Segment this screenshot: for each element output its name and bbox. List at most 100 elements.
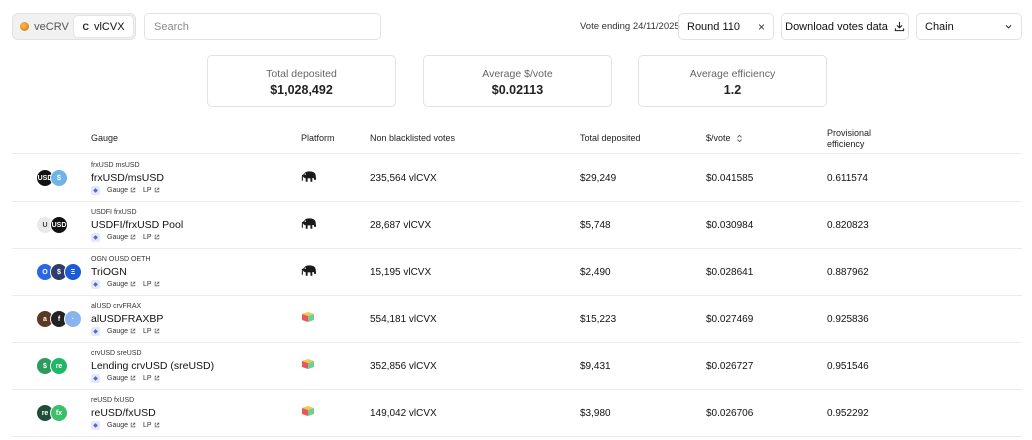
votium-platform-icon xyxy=(302,312,314,322)
round-selector[interactable]: Round 110 × xyxy=(678,13,774,40)
token-logo-icon: re xyxy=(50,357,68,375)
per-vote-cell: $0.028641 xyxy=(706,267,754,278)
platform-cell xyxy=(301,311,315,326)
lp-link-label: LP xyxy=(143,187,152,194)
convex-platform-icon xyxy=(301,171,317,182)
gauge-coins: alUSD crvFRAX xyxy=(91,303,142,310)
deposited-cell: $29,249 xyxy=(580,173,617,184)
lp-link[interactable]: LP xyxy=(143,375,160,382)
total-deposited-value: $1,028,492 xyxy=(270,83,333,97)
token-icons: re fx xyxy=(36,404,68,424)
per-vote-cell: $0.041585 xyxy=(706,173,754,184)
efficiency-cell: 0.952292 xyxy=(827,408,869,419)
gauge-link[interactable]: Gauge xyxy=(107,422,136,429)
deposited-cell: $3,980 xyxy=(580,408,611,419)
download-icon xyxy=(894,21,905,32)
gauge-link[interactable]: Gauge xyxy=(107,187,136,194)
votium-platform-icon xyxy=(302,406,314,416)
header-votes[interactable]: Non blacklisted votes xyxy=(370,133,456,143)
per-vote-cell: $0.030984 xyxy=(706,220,754,231)
header-gauge[interactable]: Gauge xyxy=(91,133,119,143)
avg-efficiency-card: Average efficiency 1.2 xyxy=(638,55,827,107)
header-deposited[interactable]: Total deposited xyxy=(580,133,641,143)
lp-link[interactable]: LP xyxy=(143,187,160,194)
gauge-link[interactable]: Gauge xyxy=(107,234,136,241)
chain-dropdown[interactable]: Chain xyxy=(916,13,1022,40)
gauge-link[interactable]: Gauge xyxy=(107,375,136,382)
platform-cell xyxy=(301,170,318,187)
token-logo-icon: $ xyxy=(50,169,68,187)
table-row[interactable]: a f · alUSD crvFRAX alUSDFRAXBP ◆ Gauge LP 554,1… xyxy=(12,296,1022,343)
votes-cell: 235,564 vlCVX xyxy=(370,173,437,184)
lp-link-label: LP xyxy=(143,328,152,335)
votium-platform-icon xyxy=(302,359,314,369)
table-header: Gauge Platform Non blacklisted votes Tot… xyxy=(12,124,1022,154)
chain-label: Chain xyxy=(925,20,954,33)
gauge-name[interactable]: alUSDFRAXBP xyxy=(91,313,164,325)
toggle-vlcvx[interactable]: C vlCVX xyxy=(74,16,133,37)
toggle-vecrv[interactable]: veCRV xyxy=(15,16,74,37)
gauge-link-label: Gauge xyxy=(107,328,129,335)
table-row[interactable]: O $ Ξ OGN OUSD OETH TriOGN ◆ Gauge LP 15,195 vlC… xyxy=(12,249,1022,296)
deposited-cell: $15,223 xyxy=(580,314,617,325)
votes-cell: 352,856 vlCVX xyxy=(370,361,437,372)
header-efficiency[interactable]: Provisional efficiency xyxy=(827,128,871,150)
gauge-links: ◆ Gauge LP xyxy=(91,280,160,289)
gauge-link-label: Gauge xyxy=(107,375,129,382)
clear-round-icon[interactable]: × xyxy=(757,19,765,34)
total-deposited-card: Total deposited $1,028,492 xyxy=(207,55,396,107)
table-row[interactable]: re fx reUSD fxUSD reUSD/fxUSD ◆ Gauge LP 149,04… xyxy=(12,390,1022,437)
download-votes-button[interactable]: Download votes data xyxy=(781,13,909,40)
avg-per-vote-label: Average $/vote xyxy=(482,68,553,80)
download-label: Download votes data xyxy=(785,20,888,33)
token-icons: $ re xyxy=(36,357,68,377)
efficiency-cell: 0.887962 xyxy=(827,267,869,278)
gauge-link-label: Gauge xyxy=(107,422,129,429)
lp-link[interactable]: LP xyxy=(143,281,160,288)
token-icons: USD $ xyxy=(36,169,68,189)
efficiency-cell: 0.951546 xyxy=(827,361,869,372)
avg-efficiency-label: Average efficiency xyxy=(689,68,776,80)
gauge-name[interactable]: Lending crvUSD (sreUSD) xyxy=(91,360,215,372)
token-icons: a f · xyxy=(36,310,82,330)
token-logo-icon: USD xyxy=(50,216,68,234)
gauge-coins: crvUSD sreUSD xyxy=(91,350,142,357)
per-vote-cell: $0.027469 xyxy=(706,314,754,325)
total-deposited-label: Total deposited xyxy=(266,68,337,80)
token-logo-icon: Ξ xyxy=(64,263,82,281)
header-per-vote[interactable]: $/vote xyxy=(706,133,744,143)
vlcvx-icon: C xyxy=(82,21,89,32)
token-icons: O $ Ξ xyxy=(36,263,82,283)
toggle-vlcvx-label: vlCVX xyxy=(93,20,125,33)
gauge-links: ◆ Gauge LP xyxy=(91,233,160,242)
votes-cell: 554,181 vlCVX xyxy=(370,314,437,325)
search-input[interactable] xyxy=(144,13,381,40)
gauge-name[interactable]: USDFI/frxUSD Pool xyxy=(91,219,184,231)
table-row[interactable]: U USD USDFI frxUSD USDFI/frxUSD Pool ◆ Gauge L… xyxy=(12,202,1022,249)
gauge-name[interactable]: TriOGN xyxy=(91,266,127,278)
token-icons: U USD xyxy=(36,216,68,236)
table-row[interactable]: $ re crvUSD sreUSD Lending crvUSD (sreUSD) ◆… xyxy=(12,343,1022,390)
lp-link[interactable]: LP xyxy=(143,328,160,335)
lp-link-label: LP xyxy=(143,234,152,241)
votes-cell: 149,042 vlCVX xyxy=(370,408,437,419)
gauge-links: ◆ Gauge LP xyxy=(91,327,160,336)
gauge-coins: USDFI frxUSD xyxy=(91,209,137,216)
gauge-link[interactable]: Gauge xyxy=(107,328,136,335)
per-vote-cell: $0.026706 xyxy=(706,408,754,419)
lp-link[interactable]: LP xyxy=(143,234,160,241)
convex-platform-icon xyxy=(301,218,317,229)
header-per-vote-label: $/vote xyxy=(706,133,731,143)
table-row[interactable]: USD $ frxUSD msUSD frxUSD/msUSD ◆ Gauge LP 235,… xyxy=(12,155,1022,202)
header-platform[interactable]: Platform xyxy=(301,133,335,143)
deposited-cell: $2,490 xyxy=(580,267,611,278)
gauge-link[interactable]: Gauge xyxy=(107,281,136,288)
token-logo-icon: · xyxy=(64,310,82,328)
lp-link-label: LP xyxy=(143,375,152,382)
gauge-name[interactable]: reUSD/fxUSD xyxy=(91,407,156,419)
ethereum-icon: ◆ xyxy=(91,186,100,195)
lp-link[interactable]: LP xyxy=(143,422,160,429)
header-efficiency-line1: Provisional xyxy=(827,128,872,138)
sort-desc-icon xyxy=(737,134,742,143)
gauge-name[interactable]: frxUSD/msUSD xyxy=(91,172,164,184)
